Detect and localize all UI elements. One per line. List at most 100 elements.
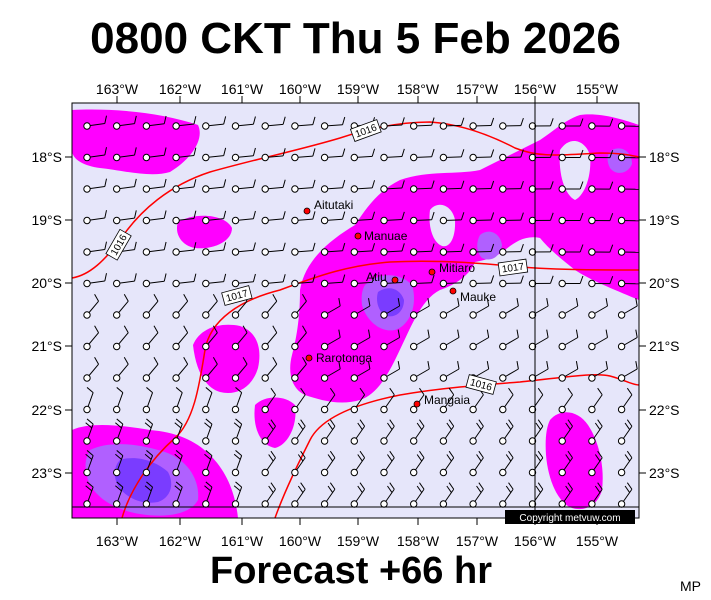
wind-barb (588, 149, 614, 162)
wind-barb (410, 361, 430, 382)
wind-barb (439, 361, 460, 382)
wind-barb (380, 148, 405, 162)
place-label-mangaia: Mangaia (424, 393, 470, 407)
wind-barb (142, 147, 167, 162)
wind-barb (113, 273, 137, 288)
wind-barb (617, 122, 639, 130)
wind-barb (291, 294, 307, 319)
wind-barb (231, 357, 248, 382)
wind-barb (261, 419, 276, 445)
place-marker-rarotonga (305, 354, 313, 362)
wind-barb (320, 298, 341, 319)
wind-barb (499, 419, 514, 445)
wind-barb (291, 179, 316, 193)
wind-barb (83, 325, 100, 351)
wind-barb (172, 147, 197, 162)
place-marker-mauke (449, 287, 457, 295)
wind-barb (202, 418, 213, 445)
wind-barb (528, 450, 544, 477)
wind-barb (113, 481, 124, 508)
lat-label-right: 21°S (649, 338, 680, 354)
wind-barb (499, 329, 519, 351)
wind-barb (410, 148, 435, 162)
wind-barb (320, 387, 336, 414)
wind-barb (83, 294, 100, 319)
wind-barb (202, 179, 227, 193)
wind-barb (202, 325, 218, 351)
wind-barb (439, 275, 465, 288)
wind-barb (202, 210, 227, 225)
wind-barb (380, 450, 395, 477)
wind-barb (350, 387, 366, 414)
wind-barb (172, 418, 183, 445)
wind-barb (350, 274, 376, 288)
wind-barb (320, 179, 346, 193)
wind-barb (350, 361, 371, 382)
wind-barb (320, 329, 341, 351)
wind-barb (261, 148, 286, 162)
forecast-label: Forecast +66 hr (210, 550, 492, 592)
wind-barb (291, 148, 316, 162)
wind-barb (142, 357, 159, 382)
isobar-1016-south (274, 373, 639, 518)
places: Aitutaki Manuae Atiu Mitiaro Mauke Rarot… (303, 198, 496, 408)
wind-barb (291, 450, 306, 477)
wind-barb (231, 147, 256, 162)
wind-barb (588, 450, 603, 477)
wind-barb (172, 179, 197, 193)
wind-barb (350, 298, 371, 319)
lon-label-top: 161°W (221, 81, 264, 97)
wind-barb (172, 210, 197, 225)
wind-barb (320, 419, 336, 445)
wind-barb (439, 149, 465, 162)
wind-barb (142, 387, 154, 414)
wind-barb (202, 387, 213, 414)
map-border (71, 102, 640, 519)
wind-barb (469, 117, 495, 130)
lon-label-bottom: 156°W (514, 533, 557, 549)
wind-barb (142, 210, 167, 225)
lat-label-left: 21°S (31, 338, 62, 354)
wind-barb (439, 298, 460, 319)
wind-barb (499, 361, 519, 382)
wind-barb (528, 244, 554, 256)
wind-barb (439, 329, 460, 351)
wind-barb (380, 387, 395, 414)
place-marker-mangaia (413, 400, 421, 408)
wind-barb (469, 180, 495, 193)
lon-label-bottom: 161°W (221, 533, 264, 549)
wind-barb (469, 450, 484, 477)
wind-barb (231, 387, 243, 414)
wind-barb (83, 357, 100, 382)
lon-label-bottom: 158°W (397, 533, 440, 549)
wind-barb (291, 325, 307, 351)
wind-barb (588, 298, 608, 319)
wind-barb (558, 298, 579, 319)
wind-barb (350, 482, 366, 508)
map-title: 0800 CKT Thu 5 Feb 2026 (90, 14, 621, 63)
wind-barb (83, 273, 107, 288)
lat-label-right: 19°S (649, 212, 680, 228)
wind-barb (558, 387, 573, 414)
wind-barb (469, 482, 484, 508)
wind-barb (558, 149, 584, 162)
wind-barb (142, 241, 167, 256)
lat-label-right: 18°S (649, 149, 680, 165)
wind-barb (617, 153, 639, 162)
wind-barb (499, 298, 519, 319)
wind-barb (261, 325, 278, 351)
wind-barb (528, 482, 544, 508)
wind-barb (528, 118, 554, 130)
lon-label-top: 159°W (337, 81, 380, 97)
wind-barb (231, 179, 256, 193)
wind-barb (558, 450, 573, 477)
wind-barb (558, 329, 579, 351)
lon-label-top: 162°W (159, 81, 202, 97)
wind-barb (231, 418, 243, 445)
wind-barb (142, 418, 154, 445)
wind-barb (499, 275, 524, 288)
wind-barb (83, 241, 107, 256)
lon-label-bottom: 160°W (279, 533, 322, 549)
wind-barb (202, 357, 218, 382)
wind-barb (410, 482, 425, 508)
